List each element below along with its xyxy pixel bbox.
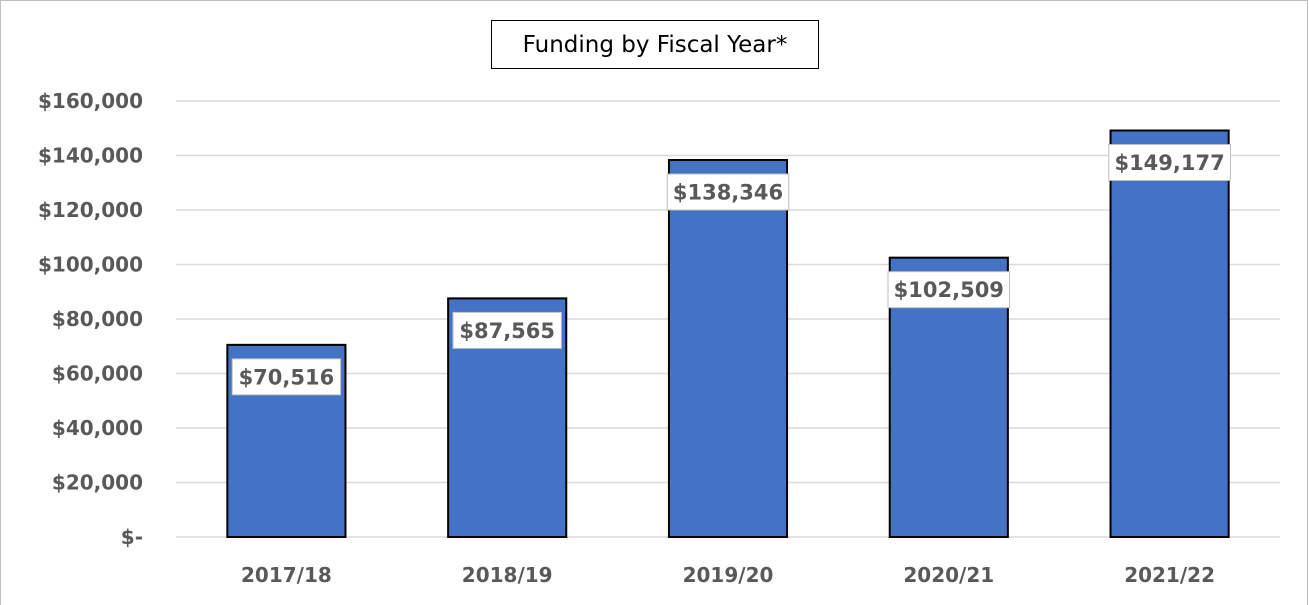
- y-tick-label: $-: [121, 525, 143, 549]
- data-labels: $70,516 $87,565 $138,346 $102,509 $149,177: [231, 143, 1231, 396]
- y-axis-tick-labels: $- $20,000 $40,000 $60,000 $80,000 $100,000 $1…: [38, 89, 143, 549]
- data-label-box: [452, 311, 562, 349]
- y-tick-label: $120,000: [38, 198, 143, 222]
- y-tick-label: $20,000: [52, 471, 143, 495]
- x-tick-label: 2018/19: [462, 563, 553, 587]
- data-label-box: [887, 271, 1011, 309]
- data-label: $138,346: [673, 181, 783, 205]
- y-tick-label: $160,000: [38, 89, 143, 113]
- y-tick-label: $140,000: [38, 144, 143, 168]
- data-label: $70,516: [239, 365, 335, 389]
- x-tick-label: 2020/21: [903, 563, 994, 587]
- data-label-box: [231, 358, 342, 396]
- bar: [667, 159, 789, 539]
- x-axis-tick-labels: 2017/18 2018/19 2019/20 2020/21 2021/22: [241, 563, 1215, 587]
- data-label: $102,509: [894, 278, 1004, 302]
- y-tick-label: $40,000: [52, 416, 143, 440]
- data-label-box: [1108, 143, 1231, 181]
- chart-title: Funding by Fiscal Year*: [491, 20, 819, 69]
- bar: [1109, 129, 1230, 538]
- y-tick-label: $80,000: [52, 307, 143, 331]
- data-label-box: [666, 173, 790, 211]
- y-tick-label: $100,000: [38, 253, 143, 277]
- x-tick-label: 2021/22: [1124, 563, 1215, 587]
- data-label: $87,565: [459, 319, 555, 343]
- x-tick-label: 2017/18: [241, 563, 332, 587]
- y-tick-label: $60,000: [52, 362, 143, 386]
- x-tick-label: 2019/20: [683, 563, 774, 587]
- data-label: $149,177: [1114, 151, 1224, 175]
